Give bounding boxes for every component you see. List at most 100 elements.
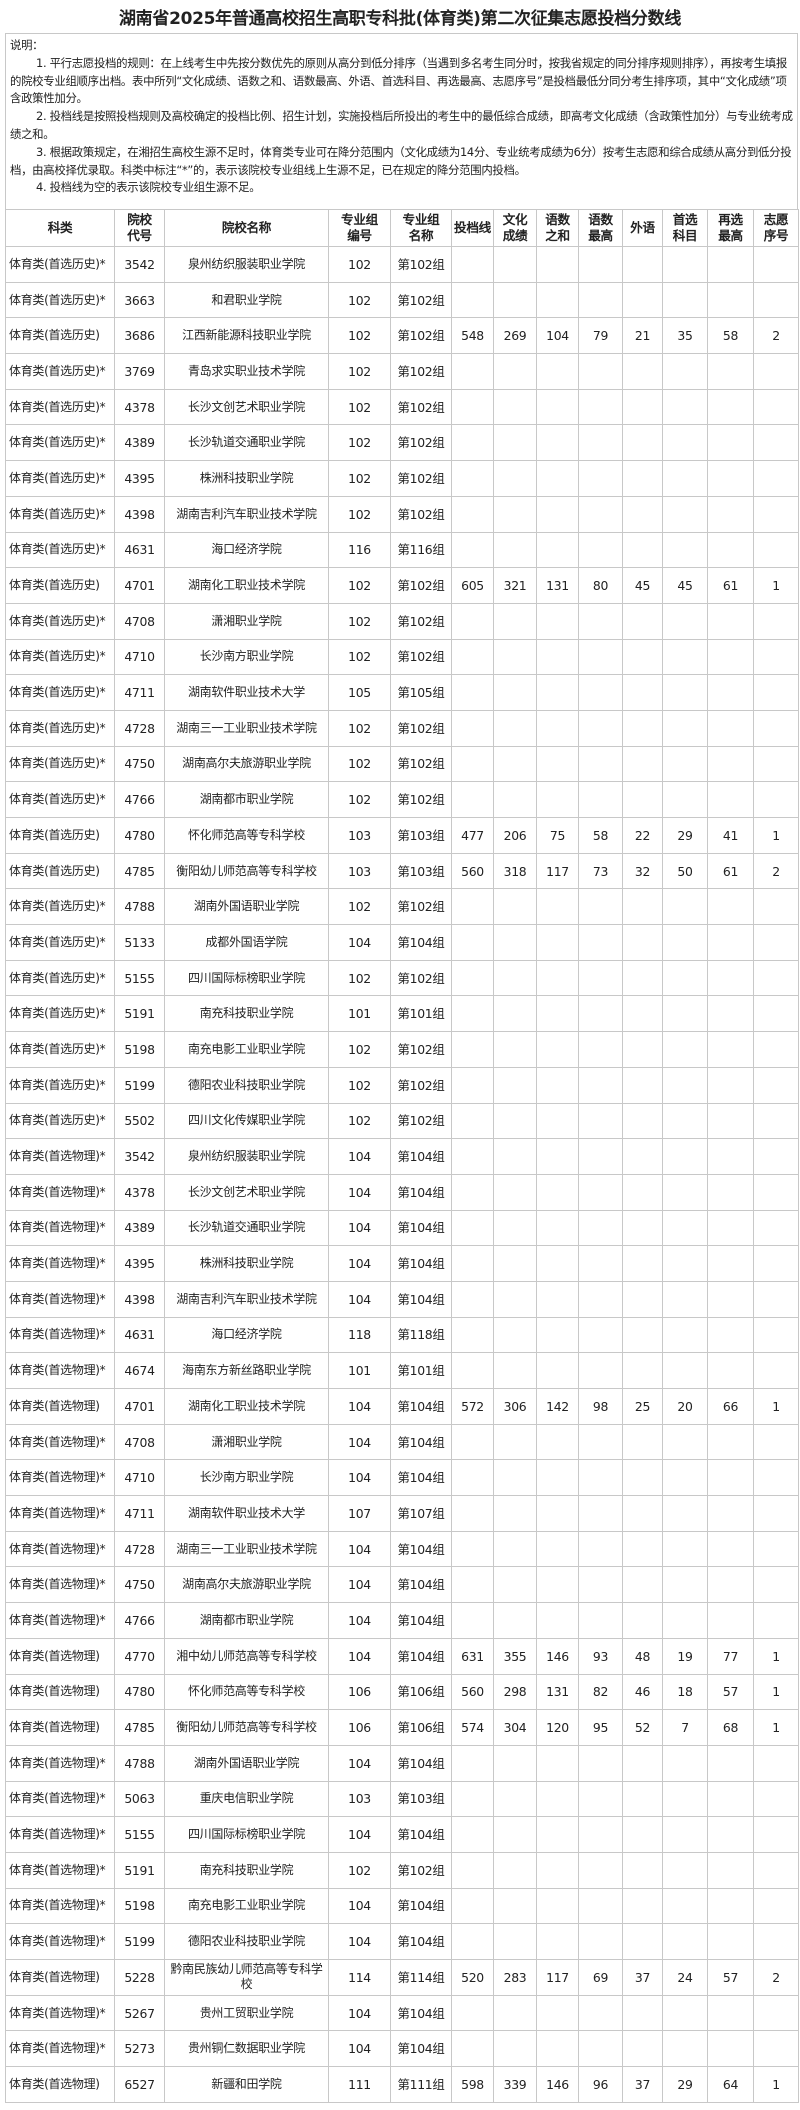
cell-chinese-math-sum bbox=[536, 638, 579, 676]
cell-chinese-math-sum bbox=[536, 709, 579, 747]
cell-cutoff-score bbox=[451, 1816, 494, 1853]
cell-second-subject-max: 61 bbox=[707, 567, 754, 604]
cell-cutoff-score bbox=[451, 924, 494, 961]
cell-category: 体育类(首选物理)* bbox=[5, 1780, 115, 1818]
cell-culture-score bbox=[493, 1602, 537, 1639]
cell-group-name: 第106组 bbox=[390, 1673, 452, 1711]
cell-second-subject-max: 41 bbox=[707, 817, 754, 854]
cell-second-subject-max bbox=[707, 1602, 754, 1639]
cell-chinese-math-sum bbox=[536, 745, 579, 783]
cell-first-subject bbox=[662, 1459, 708, 1497]
cell-foreign-language bbox=[622, 281, 663, 319]
cell-school-code: 4766 bbox=[114, 781, 165, 818]
cell-second-subject-max bbox=[707, 281, 754, 319]
cell-culture-score: 318 bbox=[493, 852, 537, 890]
cell-school-code: 5191 bbox=[114, 1851, 165, 1889]
cell-category: 体育类(首选历史)* bbox=[5, 495, 115, 533]
cell-preference-order bbox=[753, 924, 799, 961]
cell-first-subject bbox=[662, 1602, 708, 1639]
cell-first-subject bbox=[662, 1887, 708, 1925]
cell-culture-score bbox=[493, 709, 537, 747]
cell-foreign-language bbox=[622, 1495, 663, 1532]
cell-group-code: 104 bbox=[328, 1994, 391, 2032]
cell-school-name: 德阳农业科技职业学院 bbox=[164, 1923, 329, 1960]
cell-category: 体育类(首选物理) bbox=[5, 1388, 115, 1425]
cell-school-code: 4785 bbox=[114, 1709, 165, 1746]
note-item: 4. 投档线为空的表示该院校专业组生源不足。 bbox=[36, 180, 261, 195]
note-item: 3. 根据政策规定，在湘招生高校生源不足时，体育类专业可在降分范围内（文化成绩为… bbox=[10, 144, 792, 177]
cell-school-code: 4708 bbox=[114, 602, 165, 640]
cell-culture-score bbox=[493, 638, 537, 676]
cell-chinese-math-max bbox=[578, 959, 623, 997]
cell-preference-order bbox=[753, 1566, 799, 1604]
cell-preference-order bbox=[753, 959, 799, 997]
header-foreign-language: 外语 bbox=[622, 209, 663, 247]
cell-group-code: 104 bbox=[328, 1423, 391, 1461]
notes-heading: 说明： bbox=[10, 38, 44, 52]
cell-cutoff-score bbox=[451, 1530, 494, 1568]
cell-first-subject bbox=[662, 995, 708, 1033]
cell-group-name: 第104组 bbox=[390, 1423, 452, 1461]
cell-second-subject-max bbox=[707, 1566, 754, 1604]
table-row: 体育类(首选历史) 4701 湖南化工职业技术学院 102 第102组 605 321 131… bbox=[5, 567, 799, 604]
cell-school-name: 南充科技职业学院 bbox=[164, 1851, 329, 1889]
cell-group-code: 102 bbox=[328, 353, 391, 390]
cell-chinese-math-max bbox=[578, 1851, 623, 1889]
cell-school-name: 潇湘职业学院 bbox=[164, 602, 329, 640]
cell-first-subject bbox=[662, 460, 708, 497]
cell-second-subject-max: 64 bbox=[707, 2066, 754, 2103]
cell-first-subject: 7 bbox=[662, 1709, 708, 1746]
cell-culture-score bbox=[493, 1923, 537, 1960]
cell-group-code: 102 bbox=[328, 388, 391, 426]
cell-group-name: 第102组 bbox=[390, 353, 452, 390]
cell-culture-score bbox=[493, 924, 537, 961]
cell-foreign-language bbox=[622, 1923, 663, 1960]
cell-chinese-math-sum bbox=[536, 1173, 579, 1211]
cell-cutoff-score bbox=[451, 495, 494, 533]
cell-group-name: 第104组 bbox=[390, 1173, 452, 1211]
cell-school-name: 潇湘职业学院 bbox=[164, 1423, 329, 1461]
cell-group-name: 第104组 bbox=[390, 1566, 452, 1604]
cell-preference-order: 2 bbox=[753, 852, 799, 890]
cell-school-code: 5228 bbox=[114, 1959, 165, 1996]
cell-second-subject-max bbox=[707, 1031, 754, 1068]
cell-first-subject bbox=[662, 1780, 708, 1818]
cell-group-name: 第102组 bbox=[390, 602, 452, 640]
cell-second-subject-max: 66 bbox=[707, 1388, 754, 1425]
cell-group-name: 第104组 bbox=[390, 1602, 452, 1639]
cell-school-name: 成都外国语学院 bbox=[164, 924, 329, 961]
table-row: 体育类(首选物理)* 3542 泉州纺织服装职业学院 104 第104组 bbox=[5, 1138, 799, 1175]
cell-first-subject bbox=[662, 924, 708, 961]
cell-chinese-math-max bbox=[578, 1316, 623, 1354]
cell-group-name: 第104组 bbox=[390, 924, 452, 961]
cell-school-name: 湖南化工职业技术学院 bbox=[164, 567, 329, 604]
cell-chinese-math-sum bbox=[536, 246, 579, 283]
cell-group-name: 第102组 bbox=[390, 388, 452, 426]
cell-culture-score bbox=[493, 1102, 537, 1140]
cell-cutoff-score: 548 bbox=[451, 317, 494, 355]
cell-preference-order bbox=[753, 602, 799, 640]
cell-school-name: 湖南吉利汽车职业技术学院 bbox=[164, 495, 329, 533]
cell-category: 体育类(首选历史)* bbox=[5, 1066, 115, 1104]
cell-preference-order: 1 bbox=[753, 1388, 799, 1425]
cell-first-subject: 50 bbox=[662, 852, 708, 890]
cell-second-subject-max bbox=[707, 1209, 754, 1247]
cell-first-subject: 19 bbox=[662, 1637, 708, 1675]
cell-group-code: 104 bbox=[328, 1744, 391, 1782]
cell-culture-score bbox=[493, 602, 537, 640]
cell-culture-score bbox=[493, 781, 537, 818]
cell-category: 体育类(首选物理)* bbox=[5, 1923, 115, 1960]
cell-foreign-language bbox=[622, 531, 663, 569]
cell-group-code: 103 bbox=[328, 1780, 391, 1818]
cell-culture-score bbox=[493, 531, 537, 569]
cell-preference-order bbox=[753, 1923, 799, 1960]
cell-chinese-math-sum bbox=[536, 495, 579, 533]
cell-culture-score: 321 bbox=[493, 567, 537, 604]
cell-group-code: 102 bbox=[328, 1851, 391, 1889]
cell-chinese-math-max bbox=[578, 1495, 623, 1532]
cell-group-name: 第106组 bbox=[390, 1709, 452, 1746]
cell-school-code: 5155 bbox=[114, 1816, 165, 1853]
cell-culture-score bbox=[493, 1280, 537, 1318]
cell-chinese-math-max bbox=[578, 2030, 623, 2068]
cell-second-subject-max: 57 bbox=[707, 1959, 754, 1996]
